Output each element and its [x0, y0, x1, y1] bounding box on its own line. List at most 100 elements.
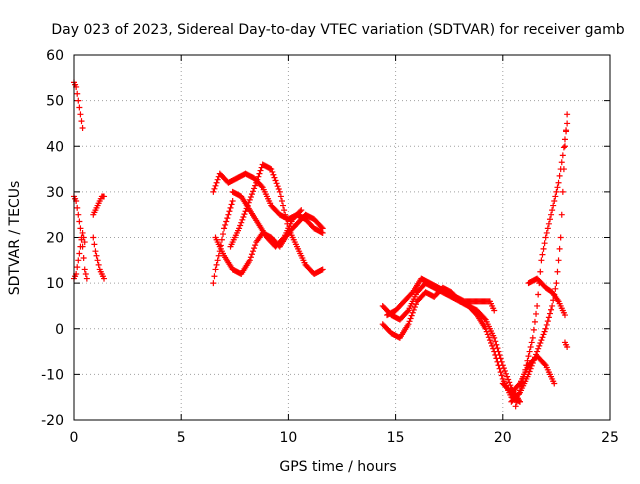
data-point: [545, 314, 552, 321]
data-point: [78, 118, 85, 125]
data-point: [555, 257, 562, 264]
data-point: [486, 337, 493, 344]
data-point: [225, 211, 232, 218]
y-tick-label: 60: [46, 48, 64, 64]
data-point: [273, 180, 280, 187]
data-point: [554, 268, 561, 275]
data-point: [408, 312, 415, 319]
data-point: [558, 159, 565, 166]
data-point: [515, 391, 522, 398]
data-point: [212, 266, 219, 273]
data-point: [215, 252, 222, 259]
data-point: [540, 245, 547, 252]
data-point: [530, 326, 537, 333]
data-point: [276, 188, 283, 195]
data-point: [257, 167, 264, 174]
data-point: [79, 229, 86, 236]
data-point: [407, 315, 414, 322]
data-point: [482, 325, 489, 332]
data-point: [74, 90, 81, 97]
data-point: [564, 344, 571, 350]
data-point: [214, 257, 221, 264]
data-point: [411, 304, 418, 311]
data-point: [270, 171, 277, 178]
data-point: [525, 353, 532, 360]
x-tick-label: 5: [177, 430, 186, 446]
data-point: [76, 104, 83, 111]
data-point: [527, 344, 534, 350]
data-point: [412, 301, 419, 308]
data-point: [210, 280, 217, 287]
data-point: [74, 204, 81, 211]
data-point: [563, 128, 570, 135]
data-point: [77, 243, 84, 250]
data-point: [552, 285, 559, 292]
y-tick-label: 40: [46, 139, 64, 155]
y-tick-label: 20: [46, 231, 64, 247]
data-point: [228, 201, 235, 208]
data-point: [554, 184, 561, 191]
data-point: [237, 222, 244, 229]
chart-title: Day 023 of 2023, Sidereal Day-to-day VTE…: [51, 22, 624, 38]
data-point: [538, 257, 545, 264]
x-axis-label: GPS time / hours: [279, 459, 396, 475]
data-point: [282, 211, 289, 218]
x-tick-label: 15: [387, 430, 405, 446]
data-point: [319, 225, 326, 232]
x-tick-label: 10: [279, 430, 297, 446]
data-point: [81, 266, 88, 273]
data-point: [529, 334, 536, 341]
data-point: [211, 273, 218, 280]
data-point: [540, 331, 547, 338]
data-point: [491, 307, 498, 314]
data-point: [241, 211, 248, 218]
series-seg-early-c: [90, 234, 108, 282]
data-point: [220, 231, 227, 238]
data-point: [251, 245, 258, 252]
data-point: [247, 254, 254, 261]
data-point: [557, 166, 564, 173]
data-point: [559, 188, 566, 195]
data-point: [95, 261, 102, 268]
data-point: [512, 403, 519, 410]
data-point: [246, 196, 253, 203]
data-point: [90, 234, 97, 241]
data-point: [80, 255, 87, 262]
data-point: [75, 257, 82, 264]
data-point: [534, 302, 541, 309]
data-point: [552, 193, 559, 200]
data-point: [239, 216, 246, 223]
series-seg-late-c: [384, 275, 498, 319]
data-point: [561, 143, 568, 150]
data-point: [297, 208, 304, 215]
data-points: [71, 79, 571, 410]
data-point: [92, 248, 99, 255]
data-point: [493, 341, 500, 348]
data-point: [527, 365, 534, 372]
data-point: [541, 361, 548, 368]
data-point: [75, 97, 82, 104]
data-point: [543, 229, 550, 236]
data-point: [549, 302, 556, 309]
data-point: [535, 291, 542, 298]
data-point: [514, 395, 521, 402]
data-point: [248, 251, 255, 258]
data-point: [526, 348, 533, 355]
data-point: [561, 312, 568, 319]
data-point: [277, 193, 284, 200]
data-point: [252, 182, 259, 189]
data-point: [524, 357, 531, 364]
data-point: [83, 275, 90, 282]
data-point: [210, 188, 217, 195]
data-point: [213, 179, 220, 186]
data-point: [528, 339, 535, 346]
data-point: [515, 381, 522, 388]
data-point: [497, 369, 504, 376]
data-point: [247, 194, 254, 201]
data-point: [501, 367, 508, 374]
data-point: [538, 337, 545, 344]
data-point: [218, 236, 225, 243]
data-point: [212, 182, 219, 189]
